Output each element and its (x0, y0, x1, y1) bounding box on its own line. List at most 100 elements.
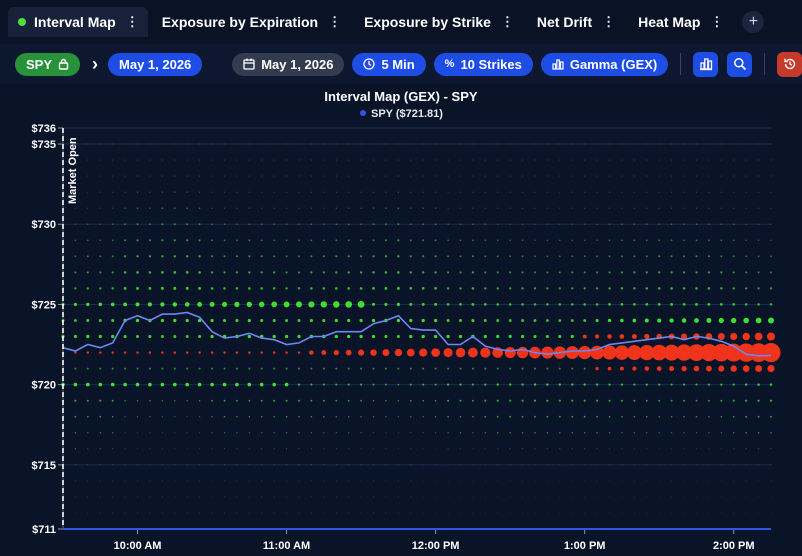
gex-bubble (521, 415, 524, 418)
kebab-menu-icon[interactable]: ⋮ (710, 14, 723, 29)
gex-bubble (497, 159, 499, 161)
gex-bubble (733, 448, 735, 450)
kebab-menu-icon[interactable]: ⋮ (328, 14, 341, 29)
gex-bubble (136, 286, 139, 290)
gex-bubble (484, 239, 487, 242)
metric-button[interactable]: Gamma (GEX) (540, 52, 669, 76)
gex-bubble (522, 496, 524, 498)
gex-bubble (174, 207, 176, 209)
gex-bubble (484, 480, 486, 482)
gex-bubble (534, 432, 536, 434)
gex-bubble (409, 239, 412, 242)
gex-bubble (708, 512, 710, 514)
percent-icon: % (444, 58, 455, 70)
gex-bubble (695, 143, 698, 145)
gex-bubble (434, 239, 437, 242)
strikes-button[interactable]: % 10 Strikes (433, 52, 533, 76)
kebab-menu-icon[interactable]: ⋮ (125, 14, 139, 29)
gex-bubble (683, 207, 685, 209)
gex-bubble (310, 415, 313, 418)
gex-bubble (508, 303, 512, 306)
gex-bubble (769, 399, 773, 402)
gex-bubble (484, 383, 487, 386)
chart-type-button[interactable] (693, 51, 719, 77)
gex-bubble (137, 448, 138, 450)
gex-bubble (496, 319, 500, 322)
gex-bubble (757, 431, 760, 434)
gex-bubble (508, 319, 512, 322)
gex-bubble (186, 351, 189, 354)
gex-bubble (74, 399, 77, 402)
gex-bubble (559, 448, 561, 450)
gex-bubble (720, 496, 722, 498)
kebab-menu-icon[interactable]: ⋮ (602, 14, 615, 29)
gex-bubble (173, 271, 177, 274)
gex-bubble (745, 496, 747, 498)
gex-bubble (707, 271, 711, 274)
gex-bubble (322, 318, 326, 323)
date-select-button[interactable]: May 1, 2026 (108, 52, 203, 76)
gex-bubble (261, 175, 263, 177)
gex-bubble (173, 223, 176, 226)
gex-bubble (284, 334, 289, 339)
tab-exposure-by-strike[interactable]: Exposure by Strike ⋮ (354, 7, 523, 37)
tab-label: Exposure by Expiration (161, 14, 319, 30)
gex-bubble (669, 318, 674, 323)
reset-button[interactable] (777, 51, 802, 77)
bar-chart-icon (552, 59, 564, 70)
kebab-menu-icon[interactable]: ⋮ (500, 14, 514, 29)
gex-bubble (285, 415, 288, 418)
tab-interval-map[interactable]: Interval Map ⋮ (8, 7, 148, 37)
gex-bubble (173, 335, 177, 338)
gex-bubble (670, 399, 673, 402)
tab-net-drift[interactable]: Net Drift ⋮ (527, 7, 624, 37)
tab-exposure-by-expiration[interactable]: Exposure by Expiration ⋮ (152, 7, 350, 37)
gex-bubble (770, 223, 772, 225)
gex-bubble (596, 223, 598, 225)
gex-bubble (310, 287, 313, 290)
gex-bubble (683, 239, 685, 242)
gex-bubble (545, 319, 549, 322)
gex-bubble (596, 432, 598, 434)
interval-button[interactable]: 5 Min (352, 52, 426, 76)
gex-bubble (583, 303, 586, 306)
gex-bubble (707, 287, 711, 290)
gex-bubble (111, 287, 114, 290)
gex-bubble (459, 287, 462, 290)
gex-bubble (236, 496, 238, 498)
gex-bubble (99, 159, 101, 161)
gex-bubble (681, 365, 687, 372)
gex-bubble (236, 143, 238, 145)
date-picker-button[interactable]: May 1, 2026 (232, 52, 345, 76)
gex-bubble (571, 367, 574, 370)
zoom-button[interactable] (727, 51, 753, 77)
interval-map-chart[interactable]: Interval Map (GEX) - SPY SPY ($721.81) $… (0, 84, 802, 556)
gex-bubble (534, 464, 536, 466)
gex-bubble (609, 512, 610, 514)
gex-bubble (708, 415, 710, 418)
gex-bubble (335, 415, 338, 418)
y-tick-label: $736 (32, 123, 56, 135)
gex-bubble (260, 318, 264, 323)
gex-bubble (546, 512, 548, 514)
gex-bubble (211, 239, 214, 242)
gex-bubble (334, 318, 338, 323)
gex-bubble (596, 512, 598, 514)
gex-bubble (472, 496, 474, 498)
gex-bubble (472, 448, 474, 450)
gex-bubble (731, 317, 737, 324)
gex-bubble (658, 383, 661, 386)
gex-bubble (323, 480, 325, 482)
symbol-button[interactable]: SPY (15, 52, 81, 76)
tab-label: Heat Map (638, 14, 701, 30)
gex-bubble (124, 175, 126, 177)
gex-bubble (609, 464, 610, 466)
lock-icon (58, 58, 69, 70)
add-tab-button[interactable]: + (742, 11, 765, 33)
gex-bubble (534, 223, 536, 225)
gex-bubble (472, 239, 474, 242)
gex-bubble (248, 239, 251, 242)
gex-bubble (546, 287, 549, 290)
gex-bubble (770, 431, 772, 434)
tab-heat-map[interactable]: Heat Map ⋮ (628, 7, 732, 37)
